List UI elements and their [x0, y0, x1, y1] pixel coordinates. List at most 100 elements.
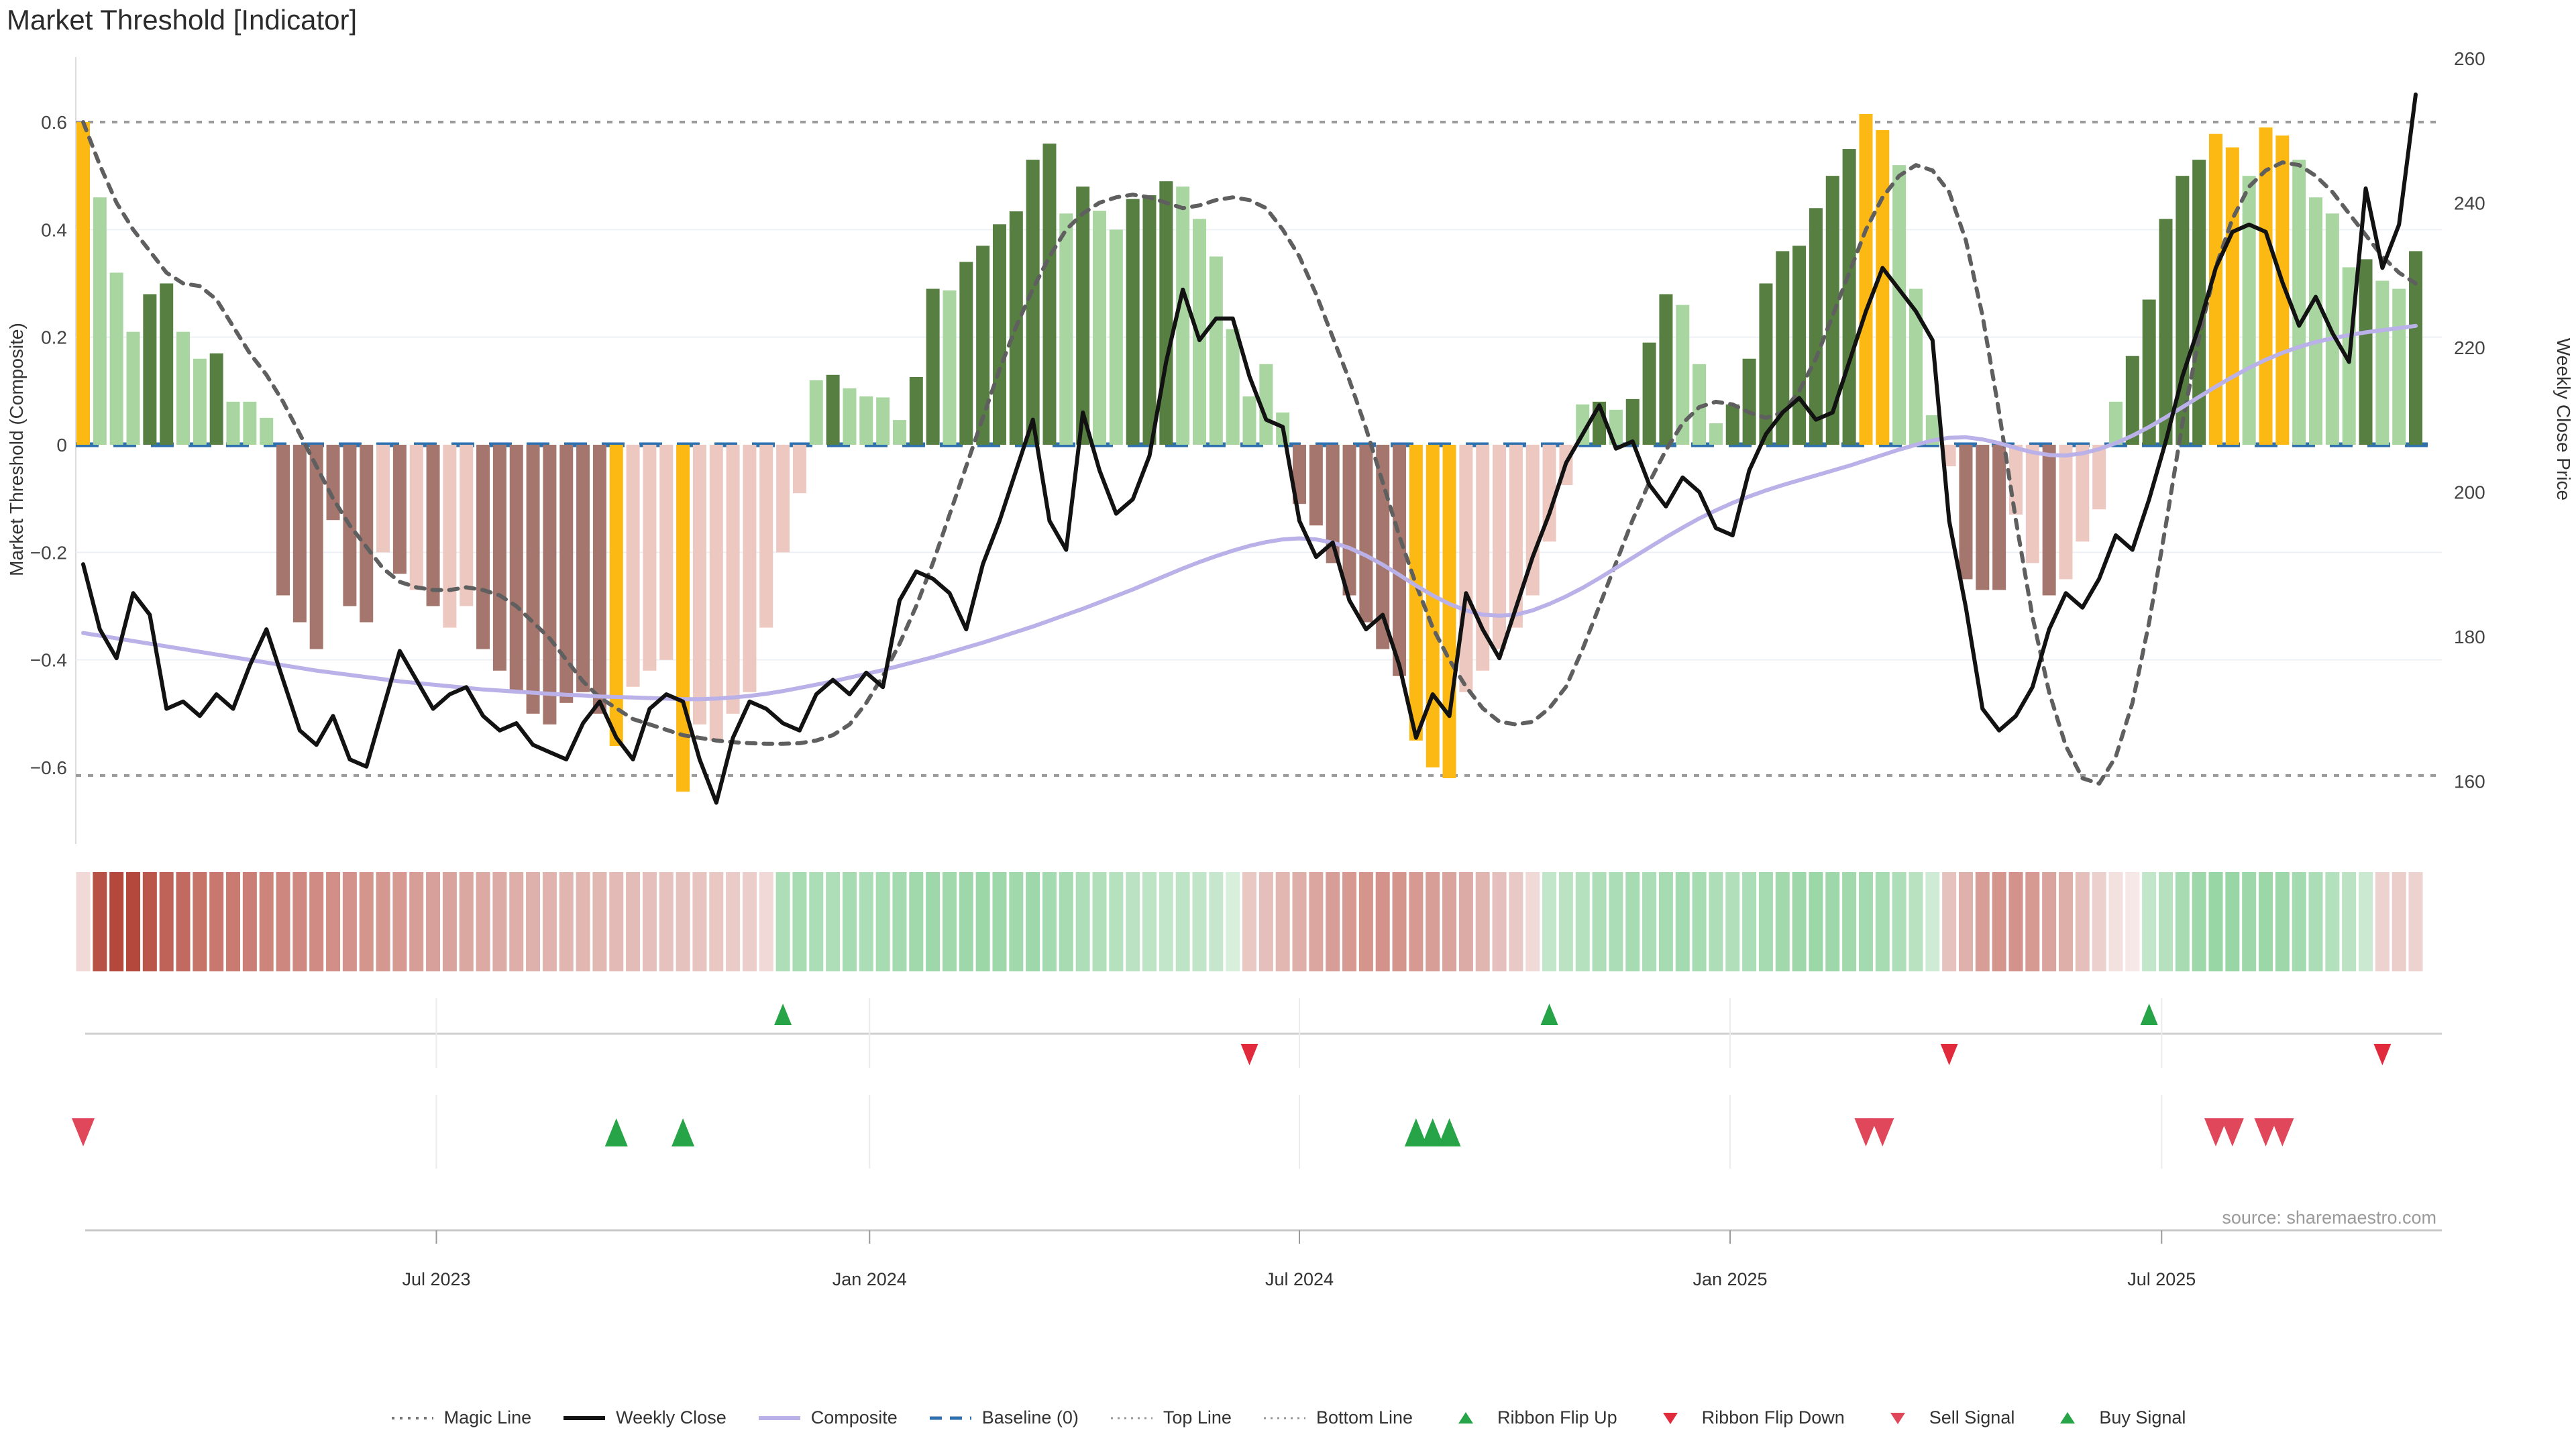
ribbon-cell [2075, 872, 2090, 971]
threshold-bar [1426, 445, 1440, 768]
threshold-bar [692, 445, 706, 724]
ribbon-cell [1642, 872, 1657, 971]
x-axis-tick-label: Jul 2023 [402, 1269, 470, 1289]
threshold-bar [1909, 288, 1923, 445]
ribbon-cell [1658, 872, 1673, 971]
legend-item-weekly[interactable]: Weekly Close [562, 1407, 727, 1428]
ribbon-cell [1426, 872, 1440, 971]
ribbon-flip-up-marker [1540, 1004, 1558, 1025]
threshold-bar [309, 445, 323, 649]
threshold-bar [559, 445, 574, 703]
threshold-bar [509, 445, 523, 692]
threshold-bar [226, 401, 240, 445]
ribbon-cell [1309, 872, 1324, 971]
sell-signal-icon [1890, 1412, 1905, 1424]
threshold-bar [1459, 445, 1473, 692]
threshold-bar [1525, 445, 1540, 596]
threshold-bar [659, 445, 674, 660]
ribbon-cell [576, 872, 590, 971]
ribbon-cell [892, 872, 907, 971]
threshold-bar [2359, 259, 2373, 445]
sell-signal-marker [2271, 1118, 2294, 1146]
legend-item-topline[interactable]: Top Line [1110, 1407, 1232, 1428]
threshold-bar [1209, 256, 1223, 445]
composite-line [81, 323, 2418, 702]
ribbon-cell [526, 872, 541, 971]
threshold-bar [1925, 415, 1939, 445]
legend: Magic Line Weekly Close Composite Baseline … [0, 1407, 2576, 1428]
ribbon-cell [2275, 872, 2290, 971]
ribbon-cell [2142, 872, 2157, 971]
threshold-bar [1242, 396, 1256, 445]
ribbon-cell [1925, 872, 1940, 971]
ribbon-cell [1375, 872, 1390, 971]
ribbon-cell [1958, 872, 1973, 971]
ribbon-cell [542, 872, 557, 971]
left-axis-title: Market Threshold (Composite) [6, 323, 27, 576]
threshold-bar [576, 445, 590, 692]
ribbon-cell [709, 872, 724, 971]
ribbon-cell [959, 872, 973, 971]
ribbon-cell [942, 872, 957, 971]
ribbon-cell [2058, 872, 2073, 971]
threshold-bar [1109, 229, 1123, 445]
ribbon-cell [1942, 872, 1957, 971]
threshold-bar [926, 288, 940, 445]
legend-item-composite[interactable]: Composite [757, 1407, 898, 1428]
ribbon-cell [142, 872, 157, 971]
threshold-bar [143, 294, 157, 445]
ribbon-cell [742, 872, 757, 971]
ribbon-cell [642, 872, 657, 971]
legend-item-bottomline[interactable]: Bottom Line [1263, 1407, 1413, 1428]
ribbon-cell [592, 872, 607, 971]
threshold-bar [526, 445, 540, 714]
legend-item-label: Magic Line [443, 1407, 532, 1428]
ribbon-cell [992, 872, 1007, 971]
ribbon-cell [1392, 872, 1407, 971]
legend-item-buy[interactable]: Buy Signal [2045, 1407, 2186, 1428]
ribbon-cell [442, 872, 457, 971]
threshold-bar [976, 246, 990, 445]
legend-item-flip_down[interactable]: Ribbon Flip Down [1648, 1407, 1845, 1428]
buy-signal-marker [1404, 1118, 1428, 1146]
threshold-bar [759, 445, 773, 628]
y-axis-tick-left: 0 [56, 435, 67, 455]
ribbon-cell [126, 872, 141, 971]
ribbon-cell [1009, 872, 1024, 971]
threshold-bar [726, 445, 740, 714]
topline-swatch [1110, 1417, 1152, 1419]
threshold-bar [1859, 113, 1873, 445]
threshold-bar [1576, 404, 1590, 445]
threshold-bar [76, 121, 90, 445]
ribbon-flip-down-marker [1940, 1044, 1958, 1065]
threshold-bar [809, 380, 823, 445]
threshold-bar [376, 445, 390, 553]
threshold-bar [443, 445, 457, 628]
ribbon-cell [1458, 872, 1473, 971]
legend-item-baseline[interactable]: Baseline (0) [928, 1407, 1079, 1428]
ribbon-cell [1692, 872, 1707, 971]
threshold-bar [2275, 136, 2290, 445]
ribbon-cell [1492, 872, 1507, 971]
threshold-bar [1742, 358, 1756, 445]
ribbon-cell [459, 872, 474, 971]
sell-signal-marker [2204, 1118, 2228, 1146]
threshold-bar [409, 445, 423, 590]
legend-item-sell[interactable]: Sell Signal [1876, 1407, 2015, 1428]
ribbon-cell [2342, 872, 2357, 971]
legend-item-flip_up[interactable]: Ribbon Flip Up [1444, 1407, 1617, 1428]
threshold-bar [292, 445, 307, 623]
ribbon-cell [2108, 872, 2123, 971]
ribbon-cell [809, 872, 824, 971]
ribbon-cell [626, 872, 641, 971]
threshold-bar [1809, 208, 1823, 445]
ribbon-cell [2392, 872, 2406, 971]
sell-signal-marker [1871, 1118, 1894, 1146]
sell-signal-marker [2220, 1118, 2244, 1146]
ribbon-cell [1858, 872, 1873, 971]
ribbon-cell [1109, 872, 1124, 971]
legend-item-magic[interactable]: Magic Line [390, 1407, 532, 1428]
legend-item-label: Ribbon Flip Up [1497, 1407, 1617, 1428]
ribbon-cell [1725, 872, 1740, 971]
